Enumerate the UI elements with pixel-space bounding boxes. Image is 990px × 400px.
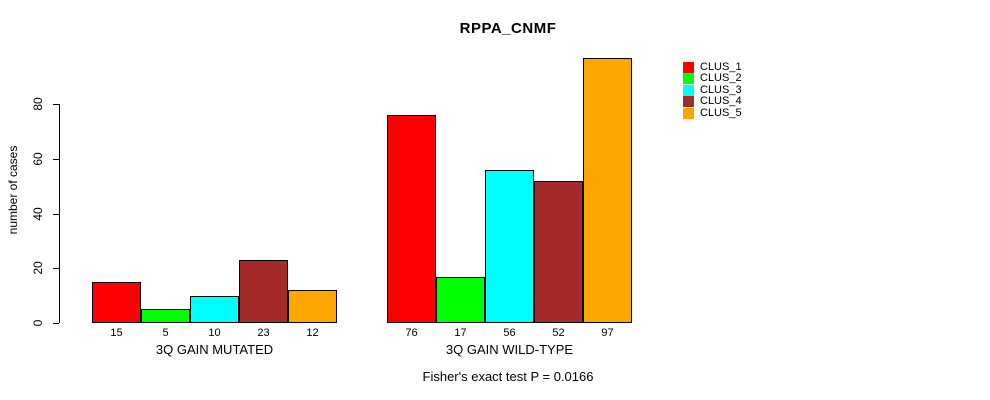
legend-label: CLUS_5 [700, 106, 742, 119]
y-axis-line [59, 104, 60, 323]
bar-clus_1-1 [92, 282, 141, 323]
bar-clus_2-2 [436, 277, 485, 323]
bar-value-label: 10 [208, 327, 221, 339]
bar-clus_2-1 [141, 309, 190, 323]
bar-value-label: 76 [405, 327, 418, 339]
y-tick-label: 20 [31, 261, 45, 275]
legend-swatch-clus_2 [683, 73, 694, 85]
legend-swatch-clus_3 [683, 84, 694, 96]
bar-clus_1-2 [387, 115, 436, 323]
y-tick [53, 214, 59, 215]
bar-value-label: 23 [257, 327, 270, 339]
chart-title: RPPA_CNMF [459, 20, 557, 37]
y-tick-label: 40 [31, 207, 45, 221]
y-tick [53, 323, 59, 324]
legend-swatch-clus_5 [683, 107, 694, 119]
bar-clus_4-1 [239, 260, 288, 323]
bar-clus_5-2 [583, 58, 632, 323]
y-tick [53, 104, 59, 105]
legend-label: CLUS_3 [700, 83, 742, 96]
legend-label: CLUS_2 [700, 72, 742, 85]
bar-clus_3-1 [190, 296, 239, 323]
bar-clus_4-2 [534, 181, 583, 323]
legend-swatch-clus_4 [683, 96, 694, 108]
bar-value-label: 97 [601, 327, 614, 339]
y-tick-label: 60 [31, 152, 45, 166]
y-tick [53, 268, 59, 269]
y-tick-label: 80 [31, 97, 45, 111]
bar-clus_5-1 [288, 290, 337, 323]
y-axis-label: number of cases [6, 145, 20, 235]
fisher-test-annotation: Fisher's exact test P = 0.0166 [422, 369, 594, 384]
legend-label: CLUS_1 [700, 61, 742, 73]
bar-value-label: 17 [454, 327, 467, 339]
group-label: 3Q GAIN WILD-TYPE [445, 342, 574, 357]
bar-clus_3-2 [485, 170, 534, 323]
legend-swatch-clus_1 [683, 62, 694, 73]
y-tick-label: 0 [31, 319, 45, 327]
y-tick [53, 159, 59, 160]
bar-value-label: 56 [503, 327, 516, 339]
group-label: 3Q GAIN MUTATED [155, 342, 274, 357]
bar-value-label: 52 [552, 327, 565, 339]
legend-label: CLUS_4 [700, 95, 742, 108]
bar-value-label: 15 [110, 327, 123, 339]
bar-value-label: 5 [162, 327, 169, 339]
bar-value-label: 12 [306, 327, 319, 339]
